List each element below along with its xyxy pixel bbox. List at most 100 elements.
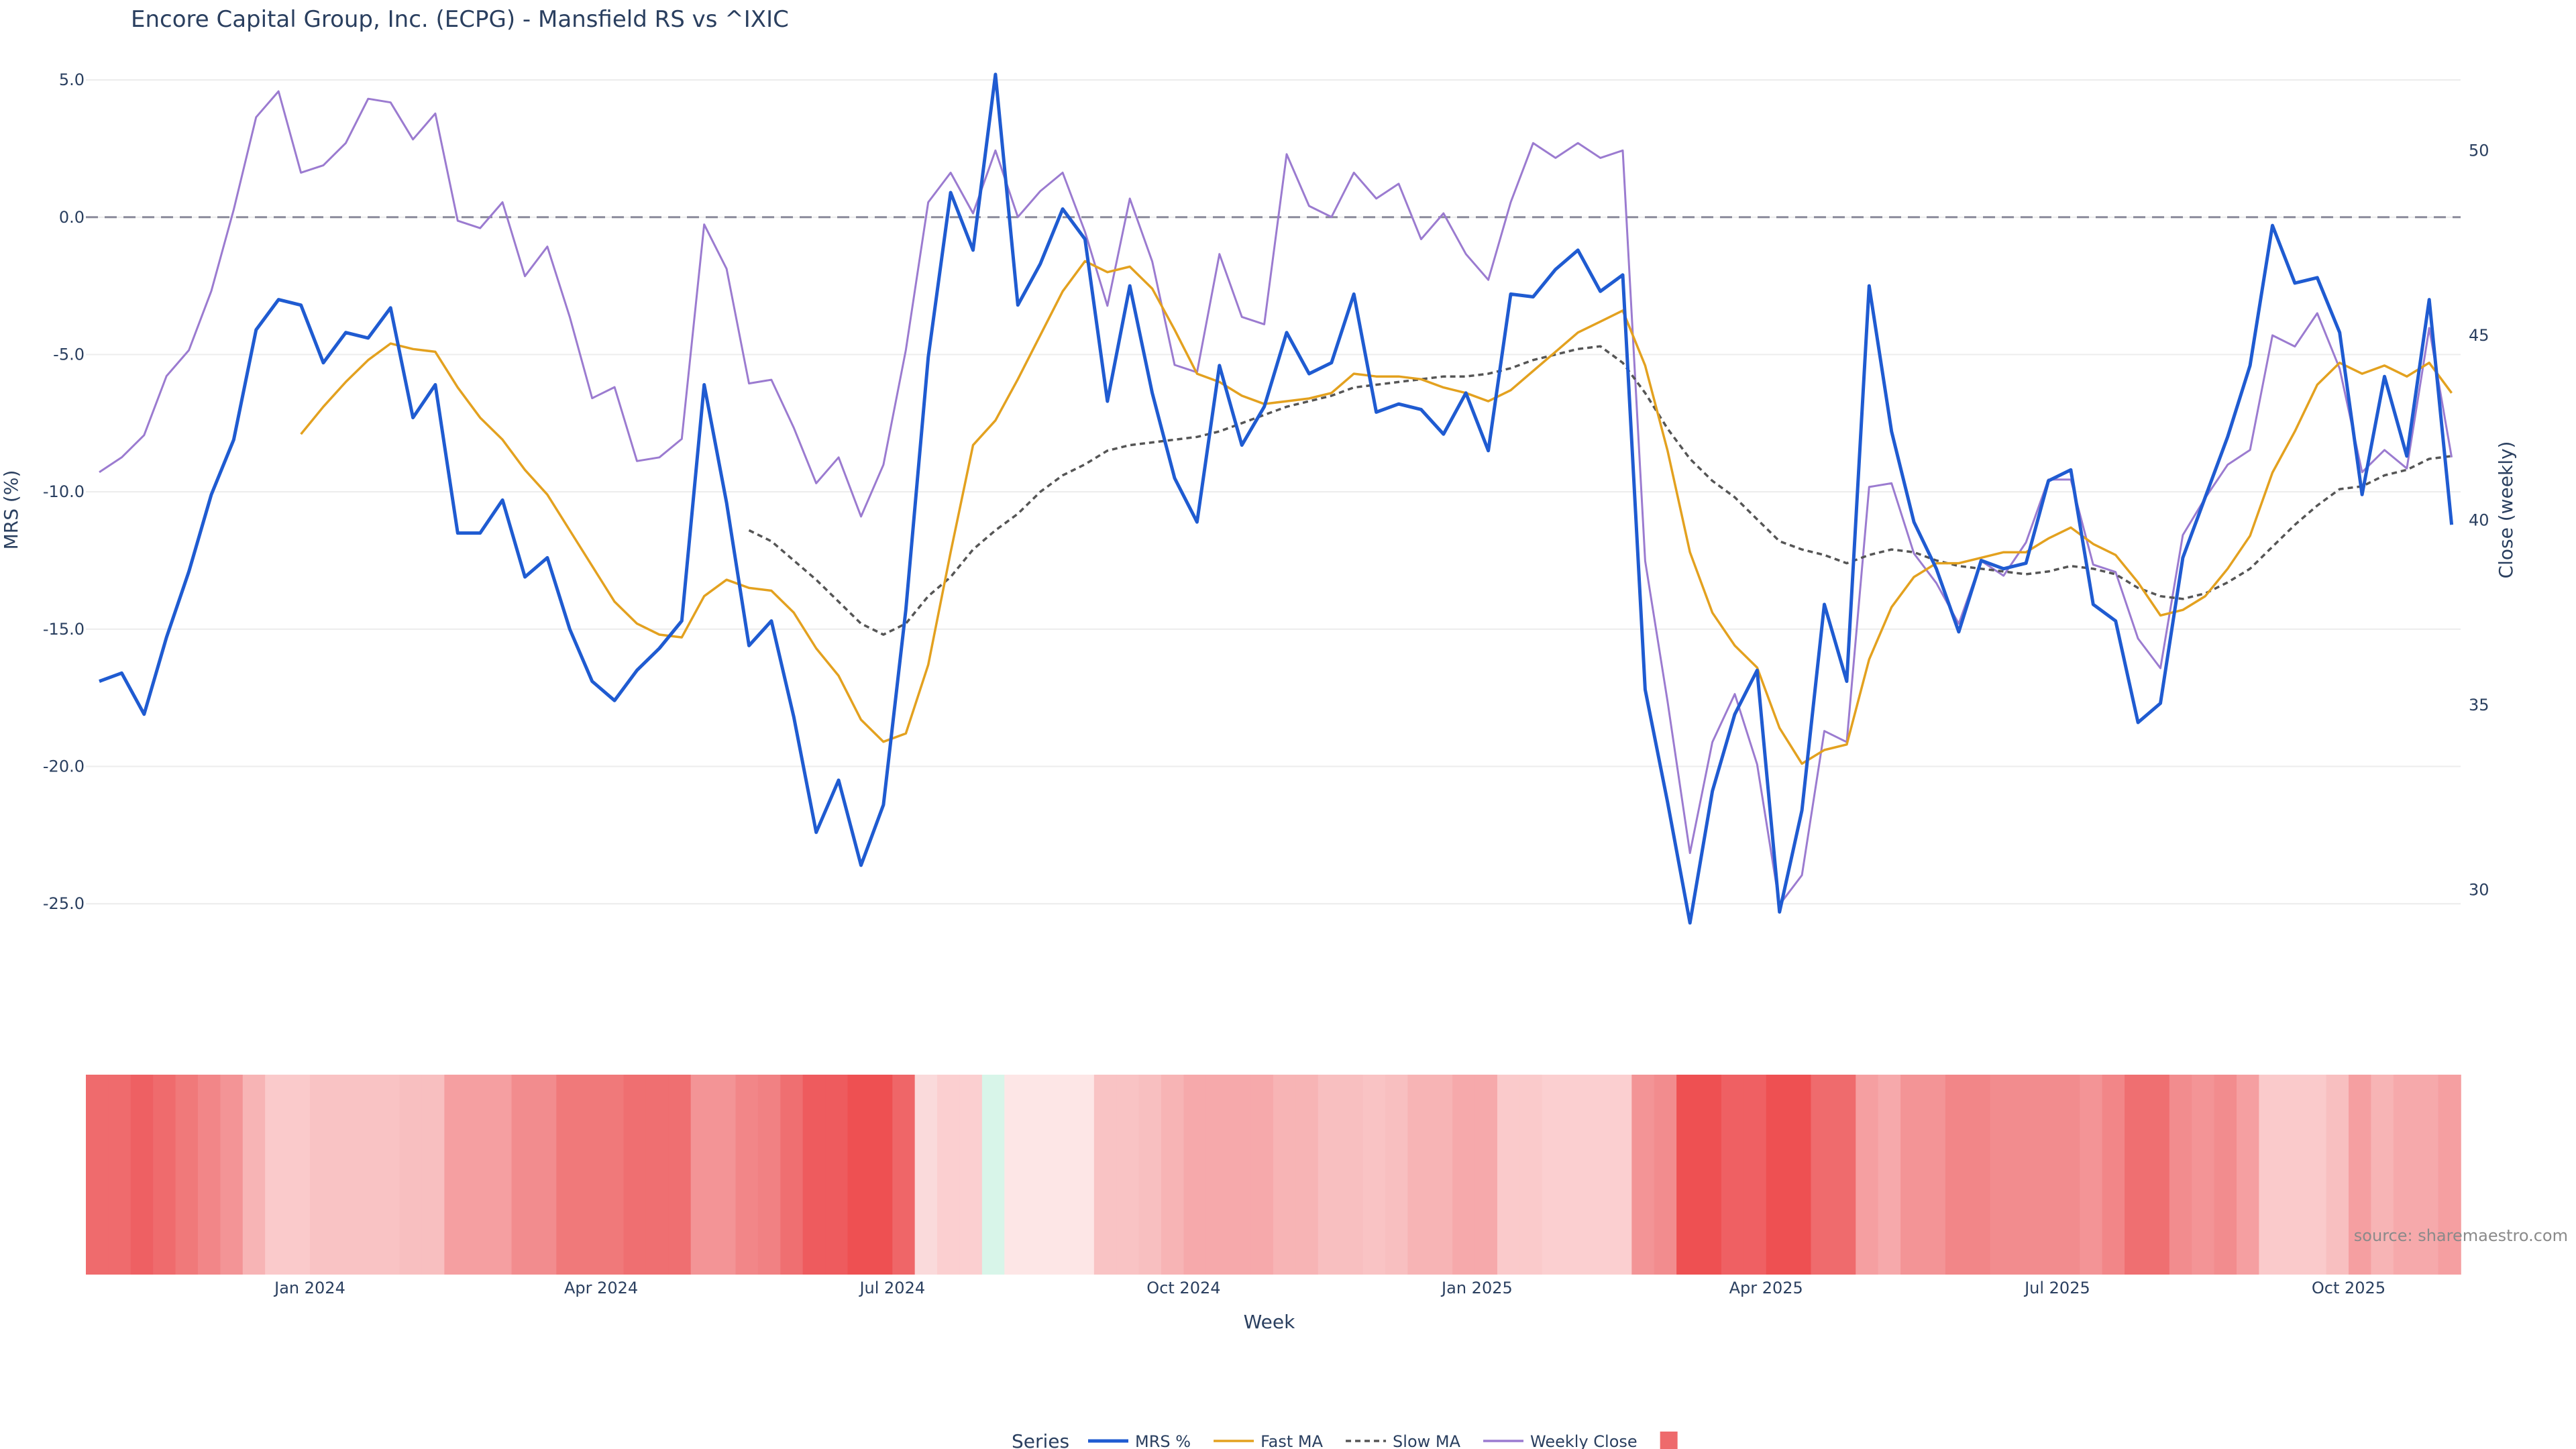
strip-cell-30 bbox=[757, 1075, 782, 1275]
strip-cell-62 bbox=[1474, 1075, 1498, 1275]
strip-cell-58 bbox=[1385, 1075, 1409, 1275]
strip-cell-0 bbox=[86, 1075, 109, 1275]
gridlines bbox=[86, 79, 2461, 905]
legend-label-3: Weekly Close bbox=[1530, 1432, 1638, 1449]
strip-cell-15 bbox=[421, 1075, 445, 1275]
strip-cell-38 bbox=[937, 1075, 961, 1275]
y2-tick-label-2: 40 bbox=[2469, 511, 2489, 530]
strip-cell-16 bbox=[444, 1075, 468, 1275]
strip-cell-65 bbox=[1542, 1075, 1565, 1275]
y-tick-label-2: -5.0 bbox=[53, 345, 85, 364]
strip-cell-20 bbox=[533, 1075, 557, 1275]
strip-cell-17 bbox=[466, 1075, 490, 1275]
strip-cell-11 bbox=[332, 1075, 356, 1275]
x-axis-title: Week bbox=[1244, 1311, 1295, 1333]
strip-cell-64 bbox=[1519, 1075, 1543, 1275]
strip-cell-100 bbox=[2326, 1075, 2349, 1275]
strip-cell-103 bbox=[2393, 1075, 2417, 1275]
strip-cell-50 bbox=[1205, 1075, 1230, 1275]
y-tick-label-4: -15.0 bbox=[43, 620, 85, 639]
strip-cell-53 bbox=[1273, 1075, 1297, 1275]
y2-tick-label-3: 35 bbox=[2469, 696, 2489, 714]
strip-cell-73 bbox=[1721, 1075, 1745, 1275]
left-axis-title: MRS (%) bbox=[0, 470, 22, 550]
y2-tick-label-1: 45 bbox=[2469, 326, 2489, 345]
strip-cell-88 bbox=[2057, 1075, 2081, 1275]
strip-cell-96 bbox=[2237, 1075, 2260, 1275]
x-axis-ticks: Jan 2024 Apr 2024 Jul 2024 Oct 2024 Jan 2025… bbox=[273, 1279, 2385, 1297]
x-tick-label-1: Apr 2024 bbox=[564, 1279, 638, 1297]
strip-cell-75 bbox=[1766, 1075, 1789, 1275]
strip-cell-4 bbox=[175, 1075, 199, 1275]
strip-cell-68 bbox=[1609, 1075, 1633, 1275]
series-line-slow-ma bbox=[748, 345, 2452, 636]
strip-cell-83 bbox=[1945, 1075, 1969, 1275]
strip-cell-93 bbox=[2169, 1075, 2193, 1275]
strip-cell-70 bbox=[1654, 1075, 1677, 1275]
y-tick-label-5: -20.0 bbox=[43, 757, 85, 776]
strip-cell-8 bbox=[265, 1075, 288, 1275]
strip-cell-99 bbox=[2304, 1075, 2327, 1275]
strip-cell-104 bbox=[2416, 1075, 2439, 1275]
strip-cell-29 bbox=[735, 1075, 759, 1275]
strip-cell-42 bbox=[1026, 1075, 1050, 1275]
strip-cell-67 bbox=[1587, 1075, 1610, 1275]
strip-cell-94 bbox=[2192, 1075, 2215, 1275]
strip-cell-22 bbox=[578, 1075, 602, 1275]
strip-cell-6 bbox=[220, 1075, 244, 1275]
strip-cell-55 bbox=[1318, 1075, 1341, 1275]
strip-cell-97 bbox=[2259, 1075, 2282, 1275]
heatmap-strip bbox=[86, 1075, 2461, 1275]
strip-cell-37 bbox=[914, 1075, 938, 1275]
strip-cell-19 bbox=[511, 1075, 535, 1275]
legend-label-1: Fast MA bbox=[1260, 1432, 1324, 1449]
strip-cell-61 bbox=[1452, 1075, 1476, 1275]
strip-cell-7 bbox=[242, 1075, 266, 1275]
strip-cell-79 bbox=[1856, 1075, 1879, 1275]
series-line-mrs- bbox=[99, 72, 2454, 925]
strip-cell-31 bbox=[780, 1075, 804, 1275]
strip-cell-49 bbox=[1183, 1075, 1207, 1275]
strip-cell-105 bbox=[2438, 1075, 2461, 1275]
series-lines bbox=[99, 72, 2454, 925]
strip-cell-34 bbox=[847, 1075, 871, 1275]
strip-cell-26 bbox=[668, 1075, 692, 1275]
legend-label-2: Slow MA bbox=[1393, 1432, 1461, 1449]
strip-cell-69 bbox=[1631, 1075, 1655, 1275]
strip-cell-1 bbox=[108, 1075, 131, 1275]
strip-cell-9 bbox=[287, 1075, 311, 1275]
strip-cell-54 bbox=[1295, 1075, 1319, 1275]
strip-cell-32 bbox=[802, 1075, 826, 1275]
strip-cell-51 bbox=[1228, 1075, 1252, 1275]
strip-cell-102 bbox=[2371, 1075, 2394, 1275]
x-tick-label-5: Apr 2025 bbox=[1729, 1279, 1803, 1297]
strip-cell-101 bbox=[2349, 1075, 2372, 1275]
strip-cell-87 bbox=[2035, 1075, 2058, 1275]
strip-cell-85 bbox=[1990, 1075, 2013, 1275]
strip-cell-48 bbox=[1161, 1075, 1185, 1275]
strip-cell-24 bbox=[623, 1075, 647, 1275]
strip-cell-27 bbox=[690, 1075, 714, 1275]
strip-cell-98 bbox=[2281, 1075, 2305, 1275]
left-axis-ticks: 5.0 0.0 -5.0 -10.0 -15.0 -20.0 -25.0 bbox=[43, 70, 85, 913]
strip-cell-35 bbox=[869, 1075, 894, 1275]
strip-cell-18 bbox=[489, 1075, 513, 1275]
strip-cell-46 bbox=[1116, 1075, 1140, 1275]
strip-cell-44 bbox=[1071, 1075, 1095, 1275]
y-tick-label-1: 0.0 bbox=[59, 208, 85, 227]
x-tick-label-3: Oct 2024 bbox=[1146, 1279, 1220, 1297]
y2-tick-label-4: 30 bbox=[2469, 881, 2489, 900]
strip-cell-47 bbox=[1138, 1075, 1162, 1275]
strip-cell-71 bbox=[1676, 1075, 1700, 1275]
strip-cell-56 bbox=[1340, 1075, 1364, 1275]
x-tick-label-7: Oct 2025 bbox=[2312, 1279, 2385, 1297]
strip-cell-81 bbox=[1900, 1075, 1924, 1275]
strip-cell-80 bbox=[1878, 1075, 1901, 1275]
strip-cell-36 bbox=[892, 1075, 916, 1275]
x-tick-label-4: Jan 2025 bbox=[1440, 1279, 1513, 1297]
strip-cell-92 bbox=[2147, 1075, 2170, 1275]
strip-cell-3 bbox=[153, 1075, 176, 1275]
strip-cell-90 bbox=[2102, 1075, 2125, 1275]
strip-cell-13 bbox=[377, 1075, 400, 1275]
